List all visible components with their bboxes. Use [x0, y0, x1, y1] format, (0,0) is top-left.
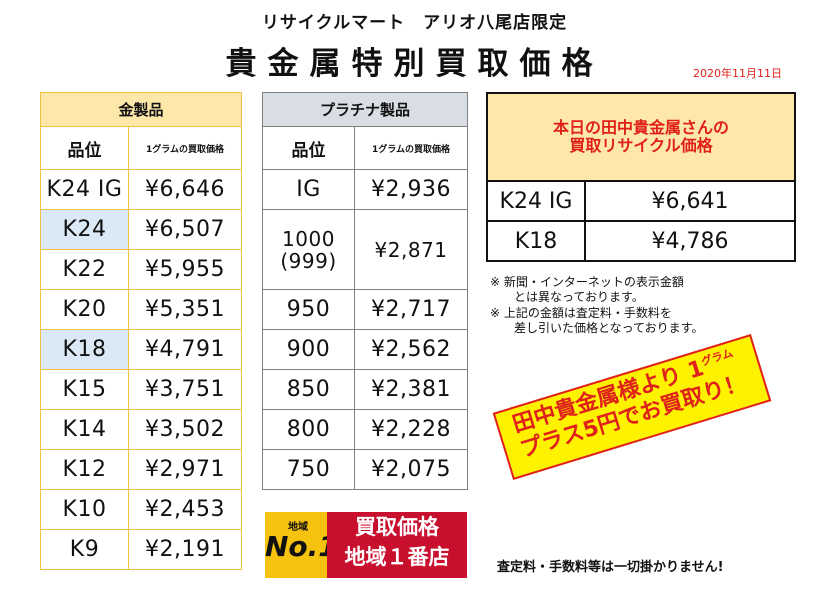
price-cell: ¥2,228	[353, 409, 469, 450]
platinum-col-price: 1グラムの買取価格	[353, 126, 469, 170]
gold-col-price: 1グラムの買取価格	[127, 126, 243, 170]
table-row: 850 ¥2,381	[262, 369, 469, 410]
grade-cell: K20	[40, 289, 129, 330]
gold-col-grade: 品位	[40, 126, 129, 170]
table-row: K14 ¥3,502	[40, 409, 243, 450]
grade-cell: 750	[262, 449, 355, 490]
promo-unit: グラム	[699, 346, 735, 369]
grade-cell: K22	[40, 249, 129, 290]
price-cell: ¥2,871	[353, 209, 469, 290]
price-cell: ¥3,751	[127, 369, 243, 410]
table-row: K10 ¥2,453	[40, 489, 243, 530]
tanaka-table-title: 本日の田中貴金属さんの 買取リサイクル価格	[485, 92, 797, 182]
price-cell: ¥2,971	[127, 449, 243, 490]
grade-main: 1000	[282, 226, 335, 251]
table-row: K9 ¥2,191	[40, 529, 243, 570]
grade-cell: K12	[40, 449, 129, 490]
table-row: K24 IG ¥6,641	[486, 180, 797, 222]
grade-cell: 800	[262, 409, 355, 450]
price-cell: ¥5,351	[127, 289, 243, 330]
grade-cell: K18	[40, 329, 129, 370]
note-line: とは異なっております。	[490, 290, 644, 304]
price-cell: ¥2,717	[353, 289, 469, 330]
table-row: K24 ¥6,507	[40, 209, 243, 250]
platinum-table-title: プラチナ製品	[261, 92, 469, 127]
table-row: K24 IG ¥6,646	[40, 169, 243, 210]
grade-cell: 900	[262, 329, 355, 370]
price-cell: ¥6,641	[583, 180, 797, 222]
price-cell: ¥2,936	[353, 169, 469, 210]
badge-caption: 買取価格 地域１番店	[327, 512, 467, 578]
table-row: K18 ¥4,791	[40, 329, 243, 370]
page-title: 貴金属特別買取価格	[225, 46, 604, 82]
price-cell: ¥2,381	[353, 369, 469, 410]
note-line: ※ 新聞・インターネットの表示金額	[490, 275, 684, 289]
grade-cell: K15	[40, 369, 129, 410]
note-display-price: ※ 新聞・インターネットの表示金額 とは異なっております。	[490, 275, 820, 305]
badge-line2: 地域１番店	[344, 545, 450, 570]
table-row: K20 ¥5,351	[40, 289, 243, 330]
tanaka-title-line1: 本日の田中貴金属さんの	[553, 118, 730, 138]
grade-cell: 850	[262, 369, 355, 410]
note-fees: ※ 上記の金額は査定料・手数料を 差し引いた価格となっております。	[490, 306, 820, 336]
table-row: K18 ¥4,786	[486, 220, 797, 262]
note-line: ※ 上記の金額は査定料・手数料を	[490, 306, 672, 320]
table-row: 800 ¥2,228	[262, 409, 469, 450]
price-cell: ¥6,646	[127, 169, 243, 210]
grade-cell: K9	[40, 529, 129, 570]
gold-table-title: 金製品	[39, 92, 243, 127]
grade-cell: K24	[40, 209, 129, 250]
price-cell: ¥2,075	[353, 449, 469, 490]
footer-note: 査定料・手数料等は一切掛かりません!	[497, 560, 724, 575]
table-row: IG ¥2,936	[262, 169, 469, 210]
platinum-price-table: プラチナ製品 品位 1グラムの買取価格 IG ¥2,936 1000 (999) …	[261, 92, 469, 490]
badge-small-text: 地域	[288, 522, 308, 533]
badge-line1: 買取価格	[355, 515, 439, 539]
price-cell: ¥3,502	[127, 409, 243, 450]
table-row: K15 ¥3,751	[40, 369, 243, 410]
promo-banner: 田中貴金属様より 1グラム プラス5円でお買取り！	[492, 334, 772, 480]
table-row: 900 ¥2,562	[262, 329, 469, 370]
platinum-col-grade: 品位	[262, 126, 355, 170]
no1-emblem: 地域 No.1	[265, 512, 338, 578]
table-row: K12 ¥2,971	[40, 449, 243, 490]
price-cell: ¥6,507	[127, 209, 243, 250]
table-row: K22 ¥5,955	[40, 249, 243, 290]
tanaka-price-table: 本日の田中貴金属さんの 買取リサイクル価格 K24 IG ¥6,641 K18 ¥4…	[485, 92, 797, 262]
tanaka-title-line2: 買取リサイクル価格	[569, 136, 713, 155]
grade-cell: K18	[486, 220, 586, 262]
grade-cell: K14	[40, 409, 129, 450]
grade-cell: K24 IG	[40, 169, 129, 210]
grade-sub: (999)	[280, 248, 337, 273]
gold-price-table: 金製品 品位 1グラムの買取価格 K24 IG ¥6,646 K24 ¥6,507 …	[39, 92, 243, 570]
table-row: 1000 (999) ¥2,871	[262, 209, 469, 290]
price-cell: ¥4,786	[583, 220, 797, 262]
grade-cell: IG	[262, 169, 355, 210]
grade-cell: K24 IG	[486, 180, 586, 222]
price-cell: ¥2,562	[353, 329, 469, 370]
badge-big-text: No.1	[265, 530, 338, 563]
price-cell: ¥5,955	[127, 249, 243, 290]
table-row: 750 ¥2,075	[262, 449, 469, 490]
store-name: リサイクルマート アリオ八尾店限定	[261, 13, 568, 33]
date-label: 2020年11月11日	[693, 67, 782, 80]
grade-cell: K10	[40, 489, 129, 530]
price-cell: ¥2,191	[127, 529, 243, 570]
region-no1-badge: 地域 No.1 買取価格 地域１番店	[265, 512, 467, 578]
price-cell: ¥2,453	[127, 489, 243, 530]
price-cell: ¥4,791	[127, 329, 243, 370]
table-row: 950 ¥2,717	[262, 289, 469, 330]
grade-cell: 950	[262, 289, 355, 330]
note-line: 差し引いた価格となっております。	[490, 321, 704, 335]
grade-cell: 1000 (999)	[262, 209, 355, 290]
